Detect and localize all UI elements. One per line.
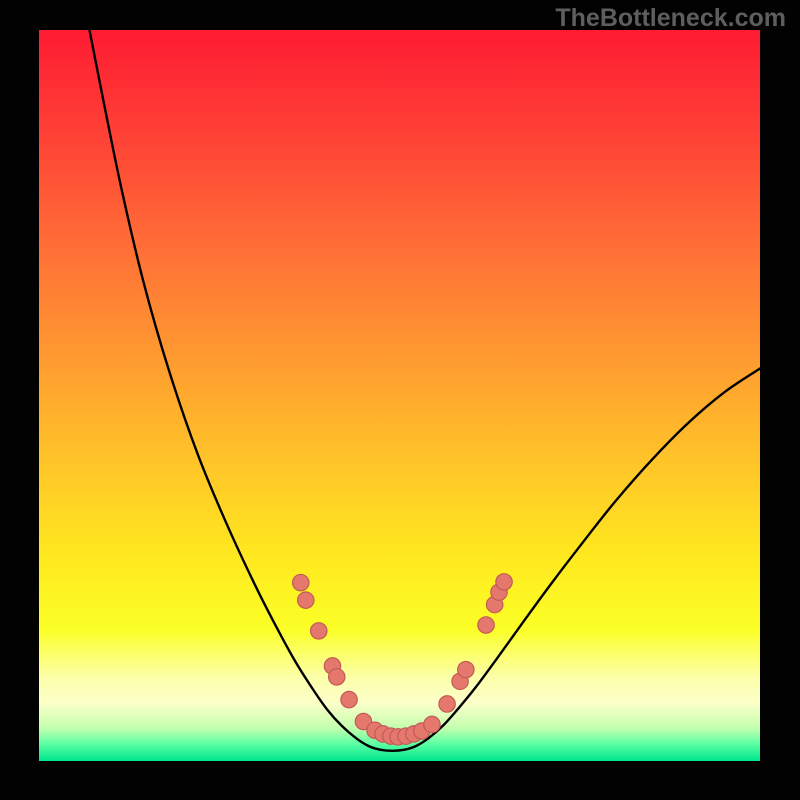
data-marker [298,592,314,608]
plot-background [39,30,760,761]
data-marker [424,716,440,732]
data-marker [341,691,357,707]
data-marker [458,661,474,677]
bottleneck-chart: TheBottleneck.com [0,0,800,800]
data-marker [478,617,494,633]
data-marker [329,669,345,685]
data-marker [496,574,512,590]
watermark-text: TheBottleneck.com [555,4,786,33]
data-marker [293,574,309,590]
data-marker [439,696,455,712]
data-marker [311,623,327,639]
chart-svg [0,0,800,800]
